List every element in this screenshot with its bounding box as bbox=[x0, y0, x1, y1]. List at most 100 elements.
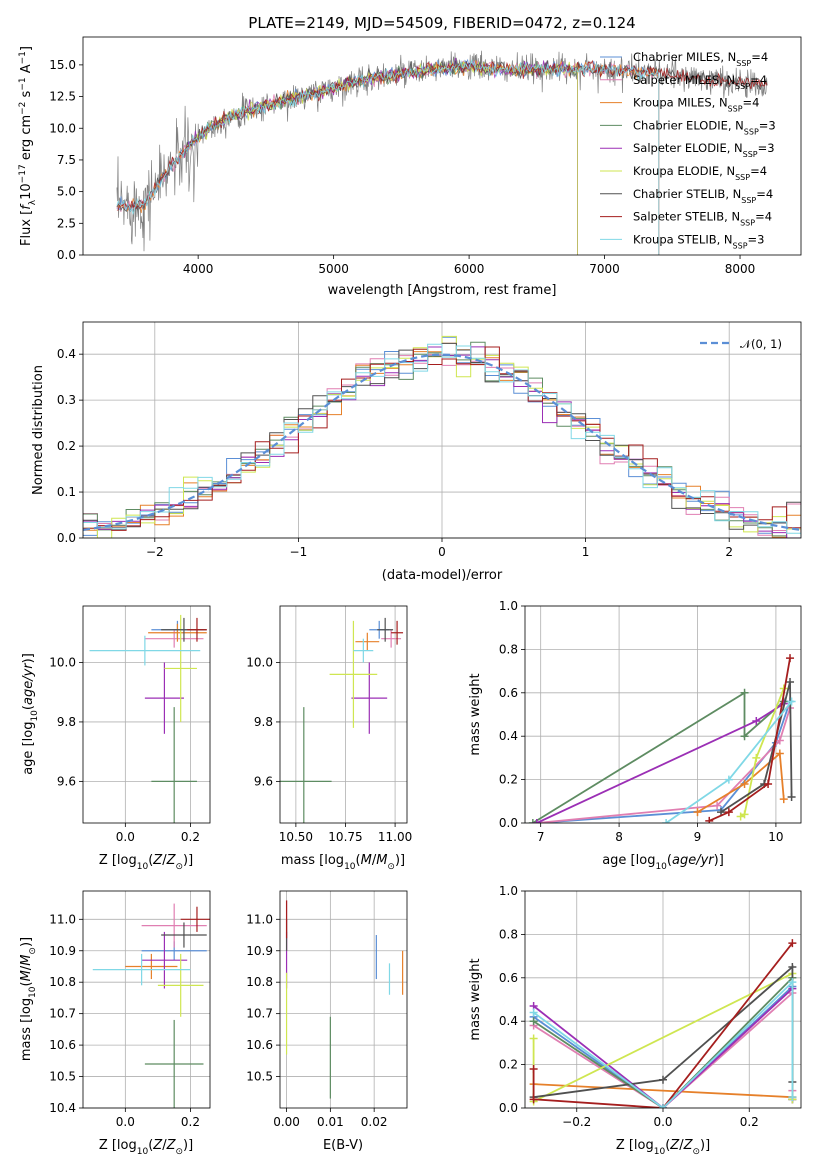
weight-line-8 bbox=[533, 979, 794, 1108]
weight-marker bbox=[528, 819, 537, 823]
x-tick-label: 8 bbox=[615, 830, 623, 844]
errorbar-point-8 bbox=[89, 635, 201, 666]
weight-marker bbox=[775, 749, 784, 758]
weight_vs_age-axes: 7 8 9 10 0.0 0.2 0.4 0.6 0.8 1.0 age [log10(age/yr… bbox=[468, 599, 801, 872]
x-axis-label: Z [log10(Z/Z⊙)] bbox=[99, 1138, 193, 1157]
mass_vs_EBV-axes: 0.00 0.01 0.02 10.5 10.6 10.7 10.8 10.9 11.0 E(B-… bbox=[246, 891, 407, 1153]
y-tick-label: 7.5 bbox=[57, 153, 76, 167]
x-tick-label: 0 bbox=[438, 545, 446, 559]
legend-entry: Kroupa MILES, NSSP=4 bbox=[633, 96, 759, 114]
x-tick-label: 11.00 bbox=[378, 830, 412, 844]
weight-marker bbox=[779, 795, 788, 804]
y-tick-label: 0.0 bbox=[499, 1101, 518, 1115]
weight-marker bbox=[740, 732, 749, 741]
model-line-6 bbox=[116, 59, 768, 213]
y-tick-label: 10.7 bbox=[246, 1007, 273, 1021]
age_vs_Z-axes: 0.0 0.2 9.6 9.8 10.0 Z [log10(Z/Z⊙)] age [log1… bbox=[21, 606, 210, 872]
y-tick-label: 0.2 bbox=[499, 1058, 518, 1072]
y-tick-label: 2.5 bbox=[57, 216, 76, 230]
y-tick-label: 11.0 bbox=[49, 912, 76, 926]
y-tick-label: 10.9 bbox=[246, 944, 273, 958]
legend-entry: 𝒩(0, 1) bbox=[740, 337, 782, 351]
weight_vs_age-plot-area bbox=[528, 654, 796, 823]
weight-line-1 bbox=[536, 707, 791, 823]
model-line-3 bbox=[184, 60, 578, 255]
x-tick-label: 0.2 bbox=[181, 1115, 200, 1129]
y-tick-label: 0.0 bbox=[499, 816, 518, 830]
x-tick-label: 0.01 bbox=[317, 1115, 344, 1129]
weight-marker bbox=[786, 677, 795, 686]
histogram-8 bbox=[83, 343, 801, 538]
x-tick-label: −0.2 bbox=[562, 1115, 591, 1129]
errorbar-point-4 bbox=[141, 931, 188, 989]
y-axis-label: age [log10(age/yr)] bbox=[21, 653, 40, 775]
x-tick-label: 0.02 bbox=[361, 1115, 388, 1129]
weight-marker bbox=[740, 688, 749, 697]
weight-marker bbox=[529, 1008, 538, 1017]
spectrum-frame bbox=[82, 36, 802, 256]
x-tick-label: 9 bbox=[694, 830, 702, 844]
weight-marker bbox=[659, 1104, 667, 1108]
x-tick-label: 1 bbox=[582, 545, 590, 559]
y-axis-label: Normed distribution bbox=[31, 365, 46, 495]
weight-marker bbox=[787, 792, 796, 801]
y-tick-label: 10.6 bbox=[246, 1038, 273, 1052]
y-tick-label: 1.0 bbox=[499, 599, 518, 613]
y-tick-label: 0.4 bbox=[57, 347, 76, 361]
weight-marker bbox=[788, 962, 797, 971]
weight-marker bbox=[787, 697, 796, 706]
weight_vs_age-frame bbox=[524, 605, 802, 824]
y-tick-label: 5.0 bbox=[57, 185, 76, 199]
y-axis-label: mass weight bbox=[468, 673, 483, 755]
weight-marker bbox=[724, 808, 733, 817]
y-tick-label: 1.0 bbox=[499, 884, 518, 898]
weight-line-7 bbox=[708, 657, 791, 822]
legend-entry: Salpeter ELODIE, NSSP=3 bbox=[633, 141, 775, 159]
x-tick-label: 4000 bbox=[183, 262, 214, 276]
spectrum-axes: 4000 5000 6000 7000 8000 0.0 2.5 5.0 7.5 10.0 12.5… bbox=[18, 46, 755, 298]
x-tick-label: 10.75 bbox=[328, 830, 362, 844]
errorbar-point-8 bbox=[353, 638, 374, 663]
weight-marker bbox=[740, 779, 749, 788]
x-axis-label: Z [log10(Z/Z⊙)] bbox=[616, 1138, 710, 1157]
y-tick-label: 0.8 bbox=[499, 642, 518, 656]
x-axis-label: age [log10(age/yr)] bbox=[602, 853, 724, 872]
age_vs_mass-plot-area bbox=[280, 617, 404, 823]
weight-marker bbox=[529, 1017, 538, 1026]
y-tick-label: 10.5 bbox=[49, 1070, 76, 1084]
weight_vs_Z-frame bbox=[524, 890, 802, 1109]
y-tick-label: 10.8 bbox=[246, 975, 273, 989]
legend-entry: Kroupa ELODIE, NSSP=4 bbox=[633, 164, 767, 182]
errorbar-point-8 bbox=[92, 953, 191, 986]
residuals-frame bbox=[82, 321, 802, 539]
weight-marker bbox=[775, 736, 784, 745]
x-tick-label: 7000 bbox=[589, 262, 620, 276]
y-tick-label: 0.2 bbox=[499, 773, 518, 787]
y-axis-label: Flux [fλ10−17 erg cm−2 s−1 A−1] bbox=[18, 46, 38, 246]
x-tick-label: 7 bbox=[537, 830, 545, 844]
x-tick-label: 0.0 bbox=[116, 830, 135, 844]
normal-curve bbox=[83, 353, 801, 531]
legend-entry: Salpeter MILES, NSSP=4 bbox=[633, 73, 767, 91]
errorbar-point-7 bbox=[391, 620, 404, 645]
weight-marker bbox=[693, 808, 702, 817]
weight-line-0 bbox=[536, 701, 791, 823]
y-tick-label: 0.4 bbox=[499, 729, 518, 743]
weight-line-5 bbox=[740, 688, 785, 818]
age_vs_Z-frame bbox=[82, 605, 211, 824]
legend-entry: Chabrier MILES, NSSP=4 bbox=[633, 50, 768, 68]
x-tick-label: 2 bbox=[725, 545, 733, 559]
legend-entry: Chabrier ELODIE, NSSP=3 bbox=[633, 118, 776, 136]
y-tick-label: 10.9 bbox=[49, 944, 76, 958]
y-tick-label: 0.6 bbox=[499, 971, 518, 985]
weight-line-2 bbox=[533, 1083, 793, 1099]
errorbar-point-4 bbox=[144, 662, 184, 734]
weight-marker bbox=[529, 1064, 538, 1073]
x-tick-label: 0.2 bbox=[181, 830, 200, 844]
x-axis-label: E(B-V) bbox=[323, 1138, 363, 1153]
y-tick-label: 9.8 bbox=[57, 715, 76, 729]
weight-marker bbox=[740, 810, 749, 819]
weight-marker bbox=[662, 819, 671, 823]
model-line-8 bbox=[116, 59, 660, 255]
errorbar-point-3 bbox=[280, 707, 332, 823]
